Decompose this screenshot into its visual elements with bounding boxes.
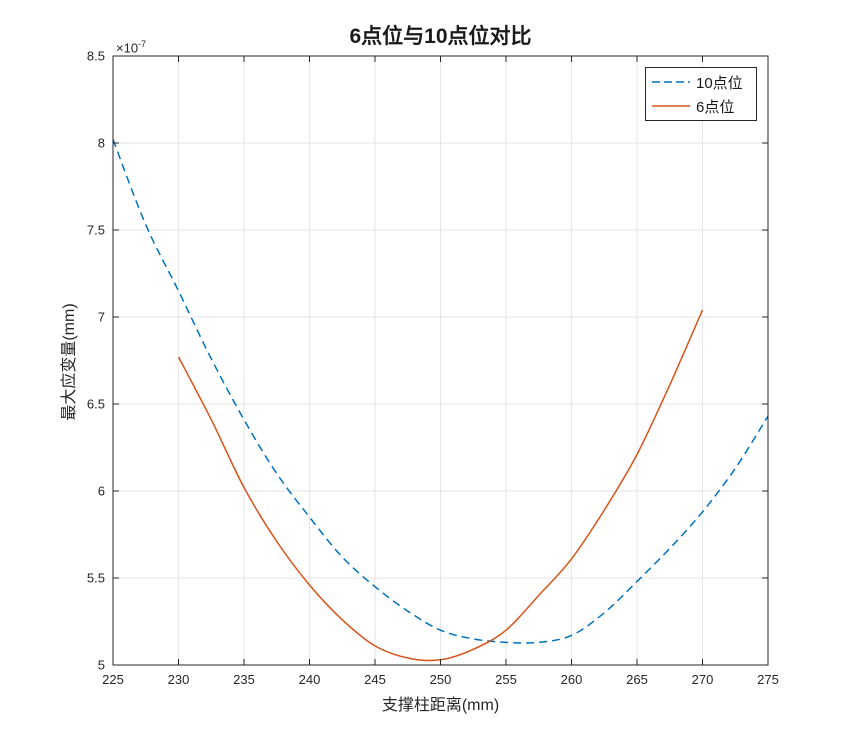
y-tick-label: 8.5 bbox=[87, 49, 105, 64]
y-tick-label: 7.5 bbox=[87, 223, 105, 238]
x-tick-label: 230 bbox=[168, 672, 190, 687]
chart-title: 6点位与10点位对比 bbox=[349, 25, 532, 48]
y-tick-label: 6.5 bbox=[87, 397, 105, 412]
x-tick-label: 255 bbox=[495, 672, 517, 687]
y-axis-label: 最大应变量(mm) bbox=[61, 303, 78, 421]
x-tick-label: 260 bbox=[561, 672, 583, 687]
x-axis-label: 支撑柱距离(mm) bbox=[381, 697, 500, 714]
x-tick-label: 250 bbox=[430, 672, 452, 687]
y-tick-label: 7 bbox=[98, 310, 105, 325]
legend-dashed-line-sample bbox=[652, 81, 690, 83]
x-tick-label: 270 bbox=[692, 672, 714, 687]
y-axis-exponent-multiplier: ×10-7 bbox=[116, 39, 146, 55]
x-tick-label: 240 bbox=[299, 672, 321, 687]
legend-entry-series-0: 10点位 bbox=[651, 70, 752, 94]
series-curve-10点位 bbox=[112, 139, 769, 644]
x-tick-label: 225 bbox=[102, 672, 124, 687]
x-tick-label: 235 bbox=[233, 672, 255, 687]
legend-entry-series-1: 6点位 bbox=[651, 94, 752, 118]
y-axis-multiplier-exponent: -7 bbox=[138, 39, 147, 49]
x-tick-label: 275 bbox=[757, 672, 779, 687]
y-axis-multiplier-base: ×10 bbox=[116, 40, 139, 56]
legend-label-series-1: 6点位 bbox=[696, 98, 735, 116]
x-tick-label: 265 bbox=[626, 672, 648, 687]
y-tick-label: 6 bbox=[98, 484, 105, 499]
legend: 10点位 6点位 bbox=[645, 67, 757, 121]
y-tick-label: 5 bbox=[98, 658, 105, 673]
legend-label-series-0: 10点位 bbox=[696, 74, 743, 92]
legend-solid-line-sample bbox=[652, 105, 690, 107]
x-tick-label: 245 bbox=[364, 672, 386, 687]
y-tick-label: 8 bbox=[98, 136, 105, 151]
y-tick-label: 5.5 bbox=[87, 571, 105, 586]
